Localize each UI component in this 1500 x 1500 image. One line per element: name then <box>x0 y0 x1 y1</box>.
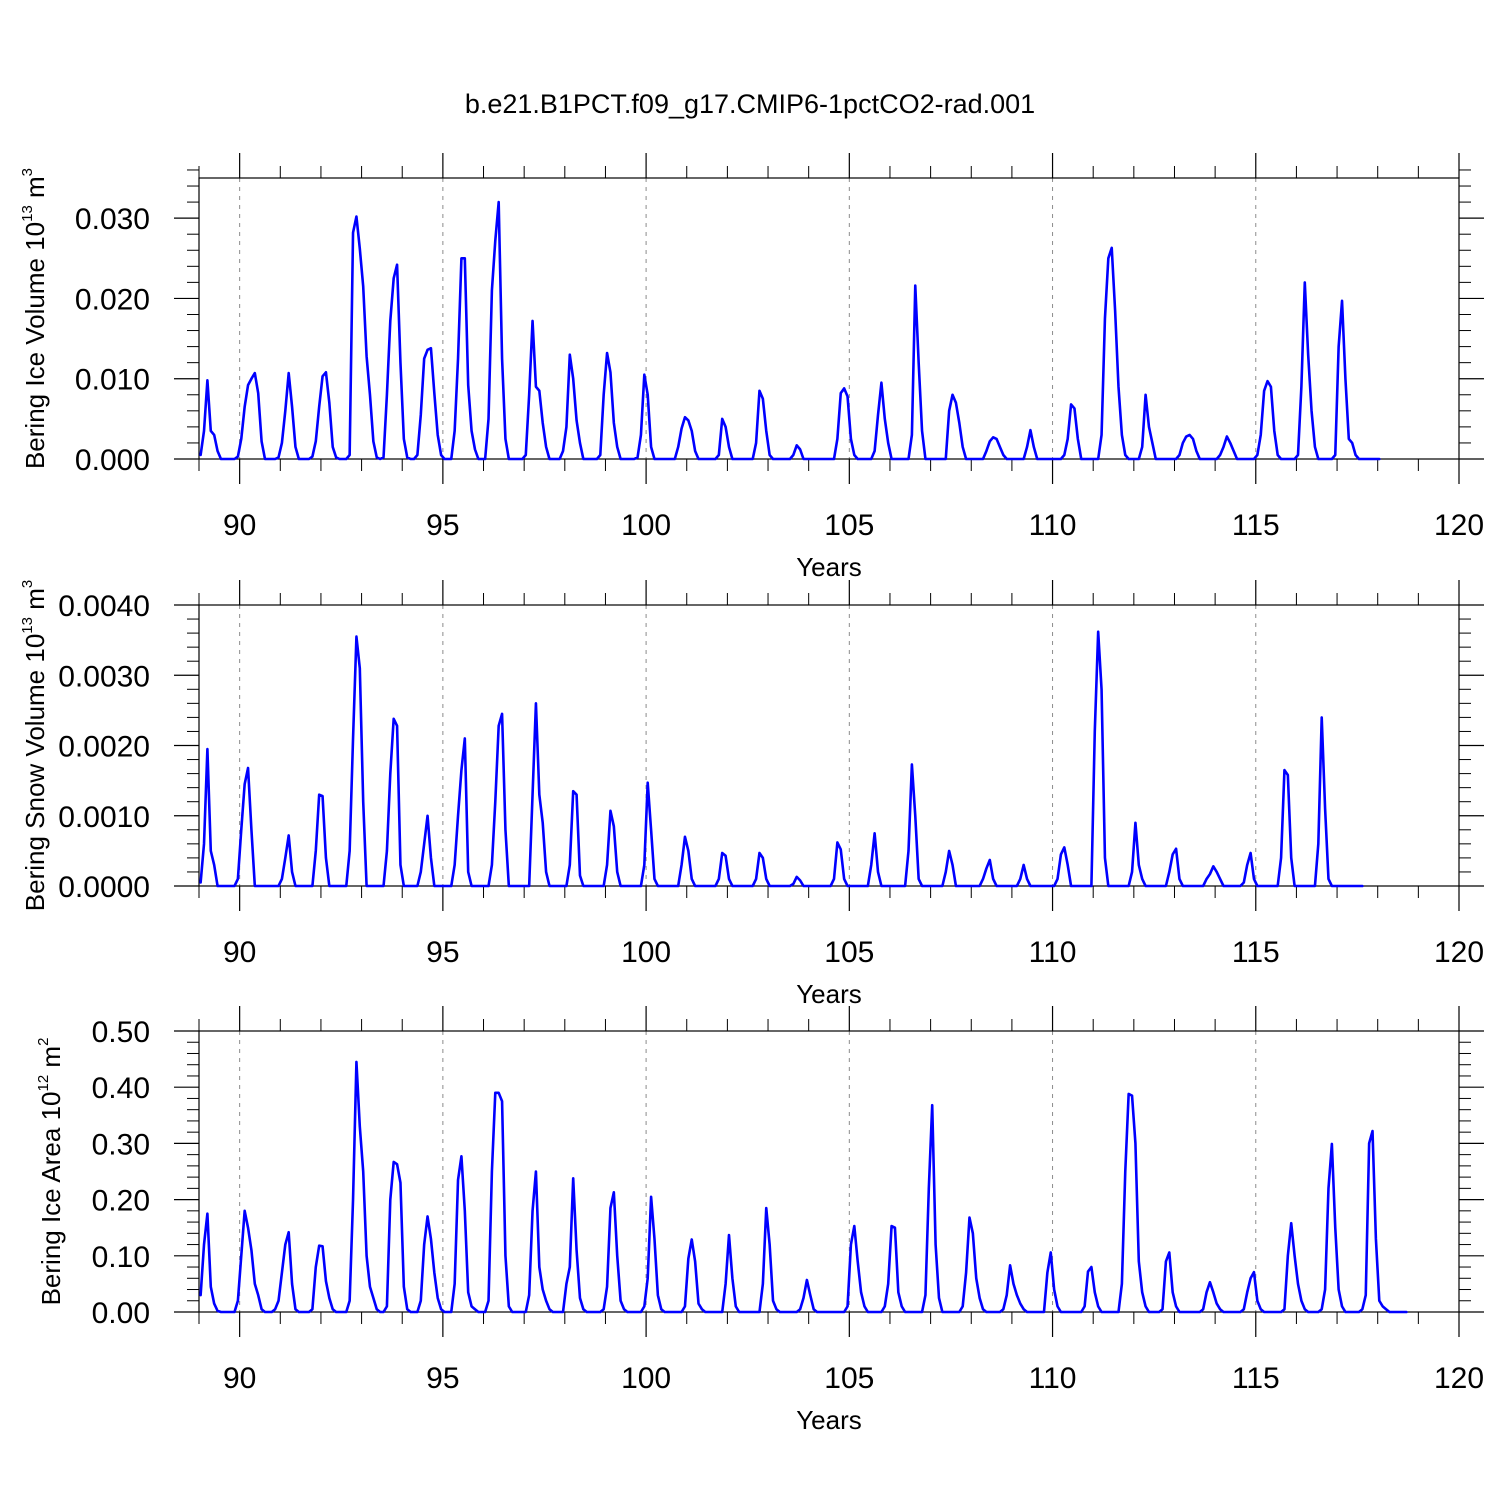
x-tick-label: 105 <box>824 936 874 969</box>
y-axis-label: Bering Snow Volume 1013 m3 <box>19 580 50 911</box>
y-tick-label: 0.010 <box>75 364 150 397</box>
y-axis-label: Bering Ice Volume 1013 m3 <box>19 168 50 469</box>
panel-1: 90 95 100 105 110 115 120 0.000 0.010 0.020 0.030 Y… <box>19 153 1484 582</box>
x-tick-label: 110 <box>1029 1362 1077 1395</box>
x-tick-label: 100 <box>621 509 671 542</box>
y-tick-label: 0.00 <box>92 1297 150 1330</box>
y-tick-label: 0.50 <box>92 1016 150 1049</box>
y-tick-label: 0.0000 <box>58 871 150 904</box>
y-tick-label: 0.020 <box>75 283 150 316</box>
y-tick-label: 0.40 <box>92 1072 150 1105</box>
x-tick-label: 115 <box>1232 936 1280 969</box>
x-axis-label: Years <box>796 979 862 1009</box>
y-tick-label: 0.30 <box>92 1128 150 1161</box>
x-tick-label: 120 <box>1434 509 1484 542</box>
x-tick-label: 90 <box>223 936 256 969</box>
series-line <box>199 630 1364 888</box>
x-tick-label: 90 <box>223 509 256 542</box>
x-axis-label: Years <box>796 552 862 582</box>
x-tick-label: 110 <box>1029 509 1077 542</box>
x-tick-label: 120 <box>1434 936 1484 969</box>
x-tick-label: 110 <box>1029 936 1077 969</box>
x-axis-label: Years <box>796 1405 862 1435</box>
y-tick-label: 0.0020 <box>58 731 150 764</box>
x-tick-label: 105 <box>824 509 874 542</box>
y-tick-label: 0.20 <box>92 1185 150 1218</box>
x-tick-label: 120 <box>1434 1362 1484 1395</box>
panel-3: 90 95 100 105 110 115 120 0.00 0.10 0.20 0.30 0.40 0… <box>35 1006 1484 1435</box>
series-line <box>199 1060 1408 1314</box>
panel-2: 90 95 100 105 110 115 120 0.0000 0.0010 0.0020 0.0… <box>19 580 1484 1009</box>
series-line <box>199 200 1381 461</box>
x-tick-label: 115 <box>1232 1362 1280 1395</box>
y-axis-label: Bering Ice Area 1012 m2 <box>35 1038 66 1306</box>
x-tick-label: 90 <box>223 1362 256 1395</box>
x-tick-label: 115 <box>1232 509 1280 542</box>
y-tick-label: 0.0030 <box>58 660 150 693</box>
y-tick-label: 0.000 <box>75 444 150 477</box>
y-tick-label: 0.0010 <box>58 801 150 834</box>
x-tick-label: 95 <box>426 509 459 542</box>
y-tick-label: 0.10 <box>92 1241 150 1274</box>
figure-title: b.e21.B1PCT.f09_g17.CMIP6-1pctCO2-rad.00… <box>465 89 1035 119</box>
y-tick-label: 0.030 <box>75 203 150 236</box>
x-tick-label: 105 <box>824 1362 874 1395</box>
y-tick-label: 0.0040 <box>58 590 150 623</box>
x-tick-label: 100 <box>621 1362 671 1395</box>
x-tick-label: 100 <box>621 936 671 969</box>
panels: 90 95 100 105 110 115 120 0.000 0.010 0.020 0.030 Y… <box>19 153 1484 1435</box>
x-tick-label: 95 <box>426 1362 459 1395</box>
plot-frame <box>198 177 1460 460</box>
x-tick-label: 95 <box>426 936 459 969</box>
